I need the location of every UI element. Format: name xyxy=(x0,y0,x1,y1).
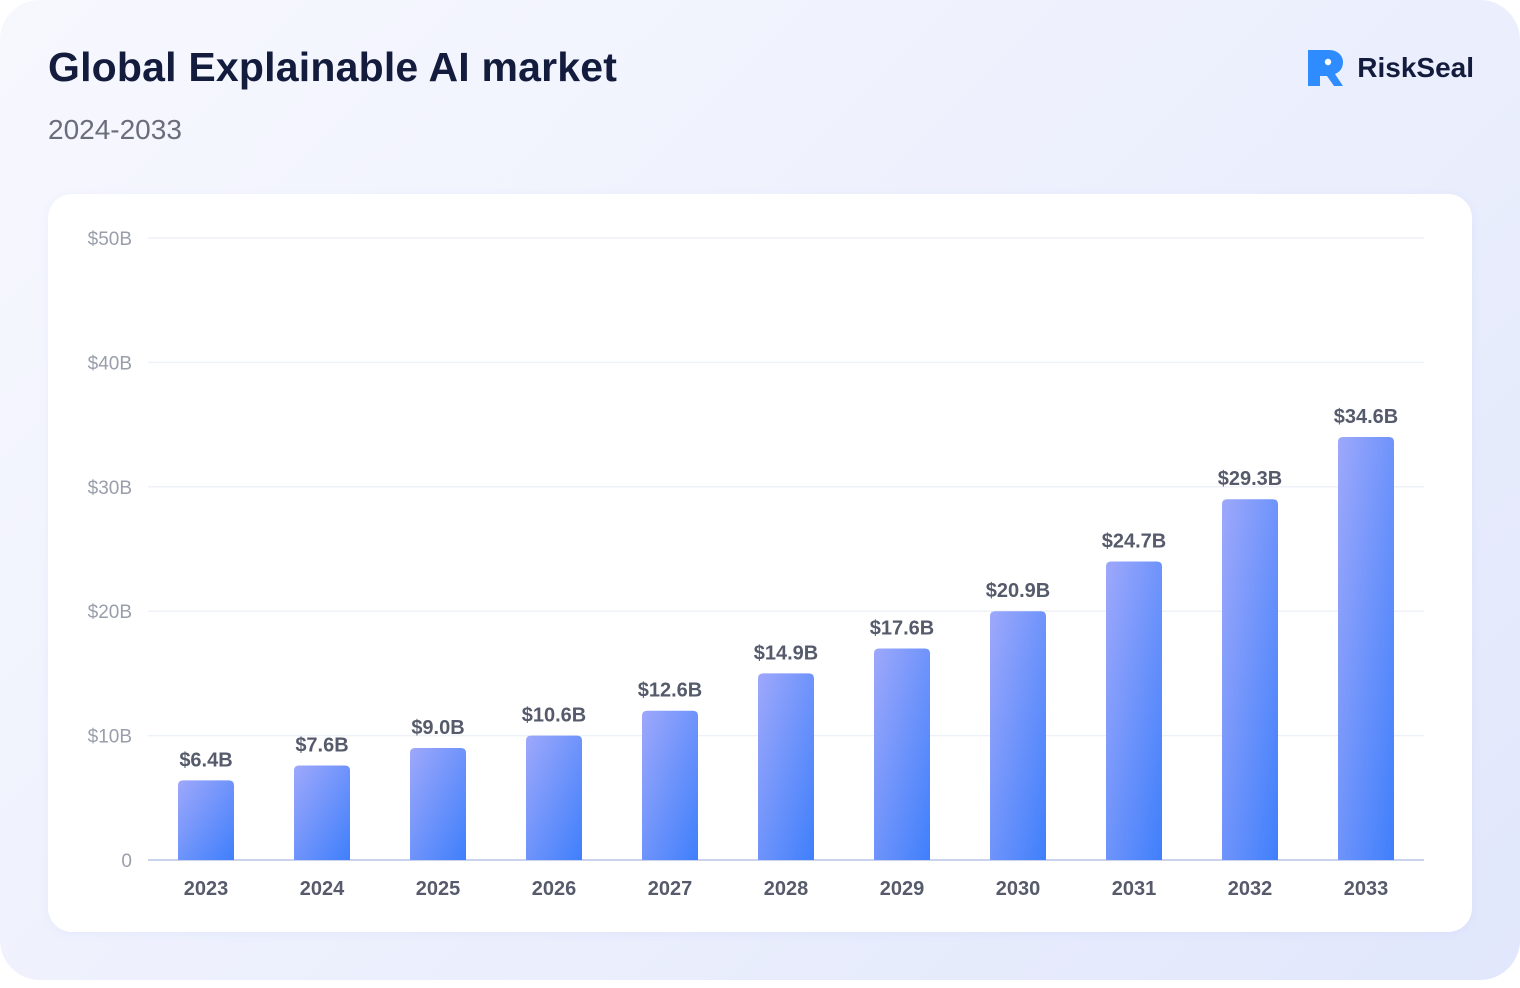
riskseal-logo-icon xyxy=(1308,50,1344,86)
y-tick-label: $10B xyxy=(88,727,132,748)
y-tick-label: 0 xyxy=(121,851,132,872)
bar-2023 xyxy=(178,780,234,860)
bar-2033 xyxy=(1338,437,1394,860)
data-label-2029: $17.6B xyxy=(870,618,935,640)
grid-lines xyxy=(148,237,1424,861)
chart-card: 0 $10B $20B $30B $40B $50B $6.4B $7.6B $9.0B $10… xyxy=(48,194,1472,932)
x-tick-label: 2026 xyxy=(532,878,577,900)
data-label-2024: $7.6B xyxy=(295,734,348,756)
chart-subtitle: 2024-2033 xyxy=(48,114,182,145)
bar-2028 xyxy=(758,673,814,860)
x-tick-label: 2031 xyxy=(1112,878,1157,900)
x-tick-label: 2032 xyxy=(1228,878,1273,900)
y-tick-label: $20B xyxy=(88,602,132,623)
chart-title: Global Explainable AI market xyxy=(48,44,618,90)
bar-2025 xyxy=(410,748,466,860)
x-tick-label: 2025 xyxy=(416,878,461,900)
data-label-2026: $10.6B xyxy=(522,705,587,727)
data-labels: $6.4B $7.6B $9.0B $10.6B $12.6B $14.9B $17.6B $… xyxy=(179,406,1398,771)
data-label-2032: $29.3B xyxy=(1218,468,1283,490)
y-tick-label: $40B xyxy=(88,353,132,374)
y-tick-label: $30B xyxy=(88,478,132,499)
data-label-2033: $34.6B xyxy=(1334,406,1399,428)
y-axis: 0 $10B $20B $30B $40B $50B xyxy=(88,229,132,872)
x-tick-label: 2027 xyxy=(648,878,693,900)
data-label-2030: $20.9B xyxy=(986,580,1051,602)
bar-2031 xyxy=(1106,561,1162,860)
bar-2027 xyxy=(642,710,698,860)
x-axis: 2023 2024 2025 2026 2027 2028 2029 2030 2031 2032… xyxy=(184,878,1389,900)
x-tick-label: 2024 xyxy=(300,878,345,900)
brand-logo: RiskSeal xyxy=(1305,46,1474,90)
x-tick-label: 2030 xyxy=(996,878,1041,900)
data-label-2025: $9.0B xyxy=(411,717,464,739)
y-tick-label: $50B xyxy=(88,229,132,250)
data-label-2023: $6.4B xyxy=(179,749,232,771)
data-label-2031: $24.7B xyxy=(1102,530,1167,552)
brand-name: RiskSeal xyxy=(1357,52,1474,83)
x-tick-label: 2023 xyxy=(184,878,229,900)
x-tick-label: 2028 xyxy=(764,878,809,900)
bar-2030 xyxy=(990,611,1046,860)
bar-2024 xyxy=(294,765,350,860)
data-label-2028: $14.9B xyxy=(754,642,819,664)
x-tick-label: 2029 xyxy=(880,878,925,900)
bars xyxy=(178,437,1394,860)
bar-2026 xyxy=(526,735,582,860)
data-label-2027: $12.6B xyxy=(638,680,703,702)
bar-2032 xyxy=(1222,499,1278,860)
bar-2029 xyxy=(874,648,930,860)
bar-chart: 0 $10B $20B $30B $40B $50B $6.4B $7.6B $9.0B $10… xyxy=(88,229,1424,900)
x-tick-label: 2033 xyxy=(1344,878,1389,900)
